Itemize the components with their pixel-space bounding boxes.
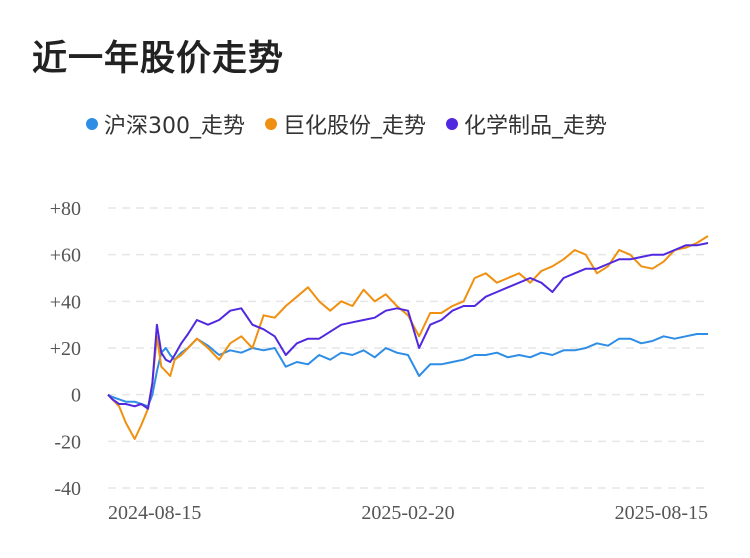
y-axis-ticks: +80 +60 +40 +20 0 -20 -40 (50, 198, 81, 500)
legend-item-hs300[interactable]: 沪深300_走势 (86, 108, 245, 140)
x-tick-label: 2025-08-15 (615, 502, 708, 524)
legend-label: 化学制品_走势 (464, 114, 608, 139)
legend-label: 沪深300_走势 (104, 114, 245, 139)
y-tick-label: -20 (54, 431, 81, 453)
y-tick-label: +80 (50, 198, 81, 220)
legend-dot-icon (265, 118, 277, 130)
legend-label: 巨化股份_走势 (283, 114, 427, 139)
grid-lines (108, 207, 708, 489)
y-tick-label: 0 (71, 385, 81, 407)
legend-dot-icon (446, 118, 459, 130)
x-axis-ticks: 2024-08-15 2025-02-20 2025-08-15 (108, 502, 708, 524)
series-line-0 (107, 333, 708, 408)
y-tick-label: -40 (54, 478, 81, 500)
x-tick-label: 2025-02-20 (361, 502, 454, 524)
series-lines (107, 235, 709, 440)
legend: 沪深300_走势 巨化股份_走势 化学制品_走势 (86, 108, 627, 140)
chart-title: 近一年股价走势 (32, 39, 285, 79)
legend-item-juhua[interactable]: 巨化股份_走势 (265, 108, 426, 140)
series-line-2 (107, 242, 709, 410)
y-tick-label: +60 (50, 245, 81, 267)
y-tick-label: +40 (50, 291, 81, 313)
series-line-1 (107, 235, 709, 440)
x-tick-label: 2024-08-15 (108, 502, 201, 524)
legend-dot-icon (86, 118, 98, 130)
legend-item-chem[interactable]: 化学制品_走势 (446, 108, 607, 140)
y-tick-label: +20 (50, 338, 81, 360)
